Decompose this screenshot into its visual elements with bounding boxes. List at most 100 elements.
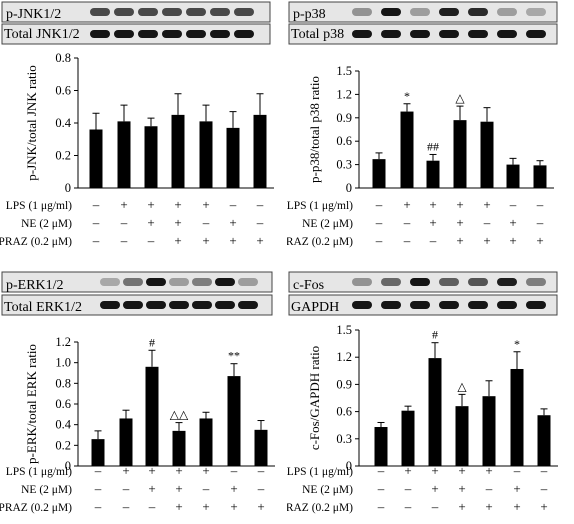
condition-sign: – <box>120 233 128 248</box>
condition-sign: – <box>485 481 493 496</box>
condition-sign: + <box>202 463 209 478</box>
condition-sign: – <box>429 233 437 248</box>
y-tick-label: 1.2 <box>336 87 352 101</box>
condition-sign: + <box>485 463 492 478</box>
blot-band-bottom <box>497 301 517 309</box>
blot-band-bottom <box>234 30 254 38</box>
condition-sign: + <box>148 463 155 478</box>
bar <box>533 165 547 188</box>
bar <box>510 368 524 466</box>
condition-sign: + <box>148 481 155 496</box>
condition-sign: + <box>456 215 463 230</box>
bar <box>199 418 213 466</box>
condition-sign: – <box>257 481 265 496</box>
blot-band-top <box>234 8 254 16</box>
blot-band-top <box>439 278 459 286</box>
condition-sign: – <box>202 481 210 496</box>
y-tick-label: 0.9 <box>336 377 352 391</box>
bar <box>171 114 185 188</box>
condition-sign: – <box>257 463 265 478</box>
condition-label: NE (2 μM) <box>302 484 353 496</box>
blot-band-top <box>114 8 134 16</box>
blot-band-top <box>497 8 517 16</box>
bar <box>426 160 440 188</box>
western-blot: p-ERK1/2 Total ERK1/2 <box>1 271 273 316</box>
blot-band-bottom <box>186 30 206 38</box>
blot-band-bottom <box>146 301 166 309</box>
blot-band-top <box>410 8 430 16</box>
condition-sign: + <box>509 233 516 248</box>
condition-sign: + <box>202 233 209 248</box>
condition-sign: + <box>431 481 438 496</box>
condition-sign: – <box>509 197 517 212</box>
blot-bottom-label: GAPDH <box>291 300 339 315</box>
condition-label: LPS (1 μg/ml) <box>6 466 72 478</box>
blot-band-top <box>100 278 120 286</box>
bar <box>117 121 131 188</box>
y-tick-label: 1.5 <box>336 323 352 337</box>
blot-band-bottom <box>352 301 372 309</box>
condition-sign: – <box>404 499 412 514</box>
condition-sign: – <box>147 233 155 248</box>
y-tick-label: 1.2 <box>55 335 71 349</box>
condition-sign: + <box>458 463 465 478</box>
blot-band-top <box>468 278 488 286</box>
condition-sign: – <box>513 463 521 478</box>
blot-band-bottom <box>439 301 459 309</box>
condition-sign: + <box>513 499 520 514</box>
condition-sign: + <box>257 499 264 514</box>
bar-chart: 0 0.2 0.4 0.6 0.8 1.0 1.2 p-ERK/total ERK ratio… <box>0 335 275 514</box>
blot-band-top <box>186 8 206 16</box>
condition-sign: – <box>536 215 544 230</box>
blot-band-bottom <box>90 30 110 38</box>
condition-sign: – <box>375 197 383 212</box>
blot-band-bottom <box>238 301 258 309</box>
bar <box>372 159 386 188</box>
bar <box>401 410 415 466</box>
condition-sign: – <box>202 215 210 230</box>
condition-sign: + <box>429 197 436 212</box>
y-tick-label: 0 <box>65 459 71 473</box>
y-tick-label: 0 <box>346 181 352 195</box>
y-tick-label: 0.6 <box>336 134 352 148</box>
blot-band-top <box>526 8 546 16</box>
blot-band-top <box>410 278 430 286</box>
bar <box>145 366 159 466</box>
blot-bottom-label: Total p38 <box>291 27 344 42</box>
condition-sign: + <box>485 499 492 514</box>
significance-marker: * <box>404 89 410 103</box>
y-tick-label: 0.9 <box>336 111 352 125</box>
condition-sign: – <box>536 197 544 212</box>
condition-sign: + <box>202 499 209 514</box>
condition-sign: + <box>456 197 463 212</box>
blot-band-bottom <box>210 30 230 38</box>
condition-sign: – <box>148 499 156 514</box>
bar <box>199 121 213 188</box>
condition-sign: – <box>483 215 491 230</box>
blot-band-bottom <box>162 30 182 38</box>
y-tick-label: 0.3 <box>336 432 352 446</box>
blot-band-bottom <box>526 30 546 38</box>
condition-sign: + <box>403 197 410 212</box>
y-tick-label: 0 <box>346 459 352 473</box>
y-tick-label: 1.5 <box>336 64 352 78</box>
y-tick-label: 0.2 <box>55 438 71 452</box>
blot-band-top <box>526 278 546 286</box>
blot-band-bottom <box>114 30 134 38</box>
bar <box>506 164 520 188</box>
condition-sign: – <box>92 197 100 212</box>
condition-sign: – <box>94 463 102 478</box>
bar <box>226 127 240 188</box>
condition-sign: – <box>92 215 100 230</box>
condition-label: PRAZ (0.2 μM) <box>287 502 353 514</box>
condition-sign: + <box>230 481 237 496</box>
bar <box>227 376 241 466</box>
condition-sign: + <box>175 481 182 496</box>
y-tick-label: 0.6 <box>55 397 71 411</box>
bar <box>172 430 186 466</box>
condition-sign: + <box>431 463 438 478</box>
condition-sign: – <box>431 499 439 514</box>
western-blot: p-JNK1/2 Total JNK1/2 <box>1 1 271 45</box>
condition-sign: + <box>147 215 154 230</box>
